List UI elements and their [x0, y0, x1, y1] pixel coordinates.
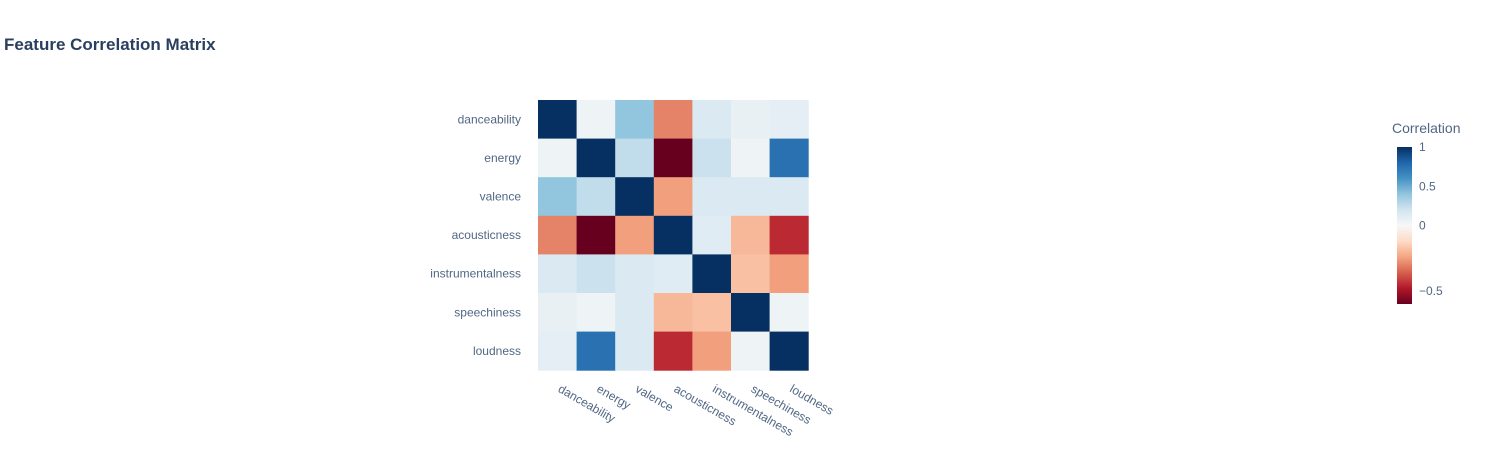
heatmap-cells	[538, 100, 809, 371]
y-tick-label: instrumentalness	[430, 267, 521, 281]
colorbar: Correlation 1 0.5 0 −0.5	[1392, 120, 1460, 304]
heatmap-cell-acousticness-valence[interactable]	[615, 215, 655, 255]
heatmap-cell-valence-acousticness[interactable]	[653, 177, 693, 217]
heatmap-cell-instrumentalness-energy[interactable]	[576, 254, 616, 294]
heatmap-cell-acousticness-acousticness[interactable]	[653, 215, 693, 255]
heatmap-cell-speechiness-speechiness[interactable]	[731, 293, 771, 333]
colorbar-tick-label: 1	[1419, 140, 1426, 154]
heatmap-cell-speechiness-energy[interactable]	[576, 293, 616, 333]
heatmap-cell-speechiness-acousticness[interactable]	[653, 293, 693, 333]
heatmap-cell-loudness-valence[interactable]	[615, 331, 655, 371]
heatmap-cell-danceability-speechiness[interactable]	[731, 100, 771, 140]
heatmap-cell-loudness-acousticness[interactable]	[653, 331, 693, 371]
heatmap-cell-valence-valence[interactable]	[615, 177, 655, 217]
heatmap-cell-valence-speechiness[interactable]	[731, 177, 771, 217]
y-axis-ticks: danceability energy valence acousticness ins…	[430, 112, 521, 358]
heatmap-cell-loudness-loudness[interactable]	[769, 331, 809, 371]
heatmap-cell-valence-energy[interactable]	[576, 177, 616, 217]
heatmap-cell-valence-loudness[interactable]	[769, 177, 809, 217]
heatmap-cell-speechiness-danceability[interactable]	[538, 293, 578, 333]
y-tick-label: energy	[484, 151, 521, 165]
heatmap-cell-danceability-danceability[interactable]	[538, 100, 578, 140]
chart-title: Feature Correlation Matrix	[4, 35, 216, 54]
colorbar-tick-label: −0.5	[1419, 284, 1443, 298]
heatmap-cell-acousticness-energy[interactable]	[576, 215, 616, 255]
x-tick-label: valence	[633, 382, 676, 415]
heatmap-cell-instrumentalness-valence[interactable]	[615, 254, 655, 294]
heatmap-cell-energy-danceability[interactable]	[538, 138, 578, 178]
heatmap-cell-loudness-danceability[interactable]	[538, 331, 578, 371]
heatmap-cell-loudness-speechiness[interactable]	[731, 331, 771, 371]
heatmap-cell-acousticness-loudness[interactable]	[769, 215, 809, 255]
heatmap-cell-instrumentalness-instrumentalness[interactable]	[692, 254, 732, 294]
heatmap-cell-acousticness-danceability[interactable]	[538, 215, 578, 255]
colorbar-gradient	[1397, 147, 1412, 304]
heatmap-cell-energy-energy[interactable]	[576, 138, 616, 178]
heatmap-cell-danceability-instrumentalness[interactable]	[692, 100, 732, 140]
colorbar-ticks: 1 0.5 0 −0.5	[1419, 140, 1443, 298]
heatmap-cell-danceability-valence[interactable]	[615, 100, 655, 140]
heatmap-cell-danceability-acousticness[interactable]	[653, 100, 693, 140]
heatmap-cell-loudness-energy[interactable]	[576, 331, 616, 371]
colorbar-tick-label: 0	[1419, 219, 1426, 233]
y-tick-label: danceability	[458, 112, 521, 126]
heatmap-cell-instrumentalness-danceability[interactable]	[538, 254, 578, 294]
heatmap-cell-instrumentalness-speechiness[interactable]	[731, 254, 771, 294]
heatmap-cell-acousticness-instrumentalness[interactable]	[692, 215, 732, 255]
heatmap-cell-valence-instrumentalness[interactable]	[692, 177, 732, 217]
heatmap-cell-danceability-energy[interactable]	[576, 100, 616, 140]
heatmap-cell-energy-speechiness[interactable]	[731, 138, 771, 178]
y-tick-label: loudness	[473, 344, 521, 358]
heatmap-cell-acousticness-speechiness[interactable]	[731, 215, 771, 255]
heatmap-cell-instrumentalness-loudness[interactable]	[769, 254, 809, 294]
heatmap-cell-energy-loudness[interactable]	[769, 138, 809, 178]
heatmap-cell-loudness-instrumentalness[interactable]	[692, 331, 732, 371]
y-tick-label: valence	[480, 190, 522, 204]
heatmap-cell-speechiness-loudness[interactable]	[769, 293, 809, 333]
heatmap-cell-valence-danceability[interactable]	[538, 177, 578, 217]
y-tick-label: speechiness	[454, 305, 521, 319]
heatmap-cell-instrumentalness-acousticness[interactable]	[653, 254, 693, 294]
heatmap-cell-speechiness-valence[interactable]	[615, 293, 655, 333]
heatmap-cell-energy-acousticness[interactable]	[653, 138, 693, 178]
y-tick-label: acousticness	[452, 228, 521, 242]
heatmap-cell-energy-instrumentalness[interactable]	[692, 138, 732, 178]
colorbar-tick-label: 0.5	[1419, 179, 1436, 193]
heatmap-cell-speechiness-instrumentalness[interactable]	[692, 293, 732, 333]
heatmap-cell-energy-valence[interactable]	[615, 138, 655, 178]
colorbar-title: Correlation	[1392, 120, 1460, 136]
heatmap-cell-danceability-loudness[interactable]	[769, 100, 809, 140]
